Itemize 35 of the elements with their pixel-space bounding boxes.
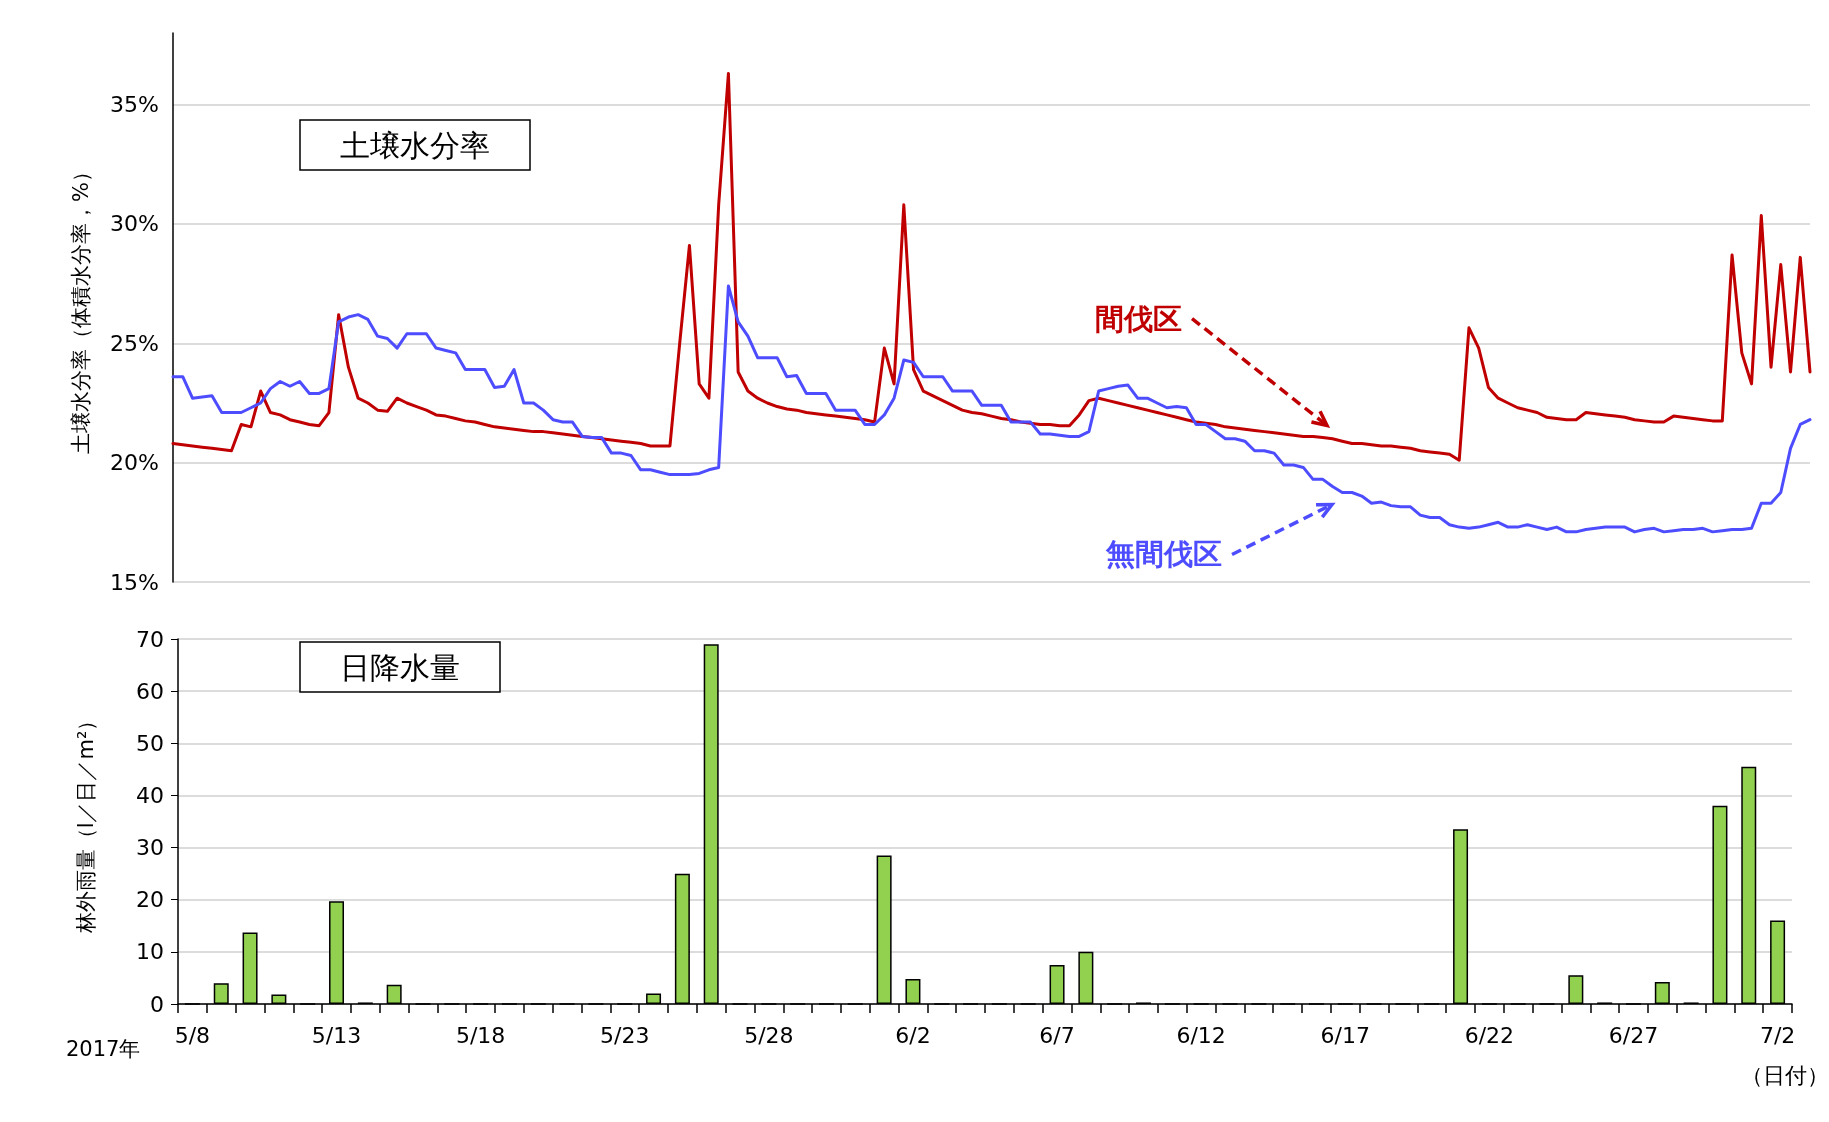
x-tick-label: 6/7 <box>1039 1022 1075 1048</box>
text: 無間伐区 <box>1106 536 1223 573</box>
y-tick-label: 35% <box>110 92 159 118</box>
y-tick-label: 15% <box>110 569 159 595</box>
x-tick-label: 6/12 <box>1176 1022 1226 1048</box>
chart-title: 日降水量 <box>340 649 460 685</box>
x-tick-label: 5/13 <box>311 1022 362 1048</box>
y-tick-label: 30% <box>110 211 159 237</box>
y-axis-title: 林外雨量（l／日／m²） <box>73 709 98 935</box>
y-tick-label: 20 <box>136 887 164 913</box>
x-tick-label: 5/8 <box>174 1022 211 1048</box>
y-tick-label: 40 <box>136 782 164 808</box>
text: 土壌水分率 <box>340 127 490 163</box>
x-tick-label: 7/2 <box>1759 1022 1796 1048</box>
x-tick-label: 6/27 <box>1608 1022 1659 1048</box>
y-tick-label: 25% <box>110 330 159 356</box>
x-axis-title: （日付） <box>1741 1062 1829 1088</box>
x-tick-label: 5/18 <box>455 1022 506 1048</box>
x-tick-label: 6/22 <box>1464 1022 1515 1048</box>
x-tick-label: 6/17 <box>1320 1022 1370 1048</box>
line-series <box>171 72 1812 462</box>
y-tick-label: 50 <box>136 730 164 756</box>
text: 間伐区 <box>1095 300 1183 337</box>
x-tick-label: 6/2 <box>895 1022 931 1048</box>
y-tick-label: 10 <box>136 939 164 965</box>
y-tick-label: 60 <box>136 678 164 704</box>
x-tick-label: 5/28 <box>744 1022 794 1048</box>
y-tick-label: 30 <box>136 835 164 861</box>
y-tick-label: 70 <box>136 626 164 652</box>
x-tick-label: 5/23 <box>600 1022 650 1048</box>
y-tick-label: 0 <box>150 991 164 1017</box>
text: 2017年 <box>66 1036 141 1061</box>
y-tick-label: 20% <box>110 450 159 476</box>
line-series <box>171 284 1812 534</box>
y-axis-title: 土壌水分率（体積水分率，%） <box>68 161 93 454</box>
